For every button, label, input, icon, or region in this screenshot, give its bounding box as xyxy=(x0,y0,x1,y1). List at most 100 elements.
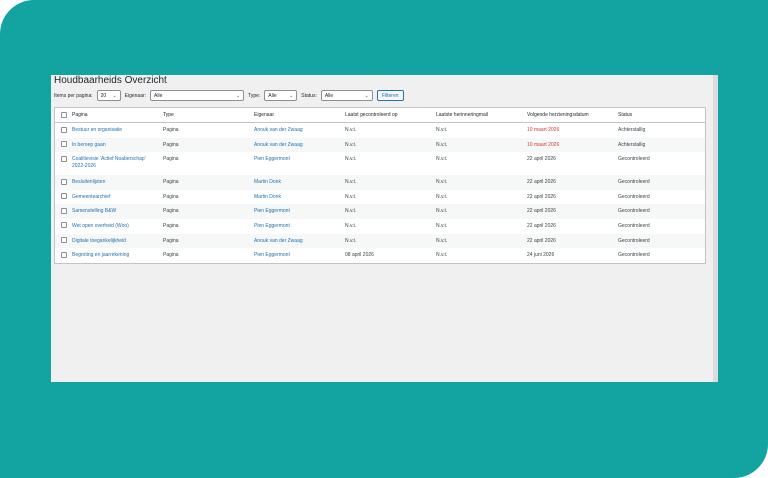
last-mail-cell: N.v.t. xyxy=(436,252,448,259)
status-select[interactable]: Alle ⌄ xyxy=(320,90,373,101)
next-review-cell: 22 april 2026 xyxy=(527,193,556,200)
last-checked-cell: N.v.t. xyxy=(345,179,357,186)
next-review-cell: 22 april 2026 xyxy=(527,222,556,229)
table-row: Samenstelling B&W Pagina Pien Eggermont … xyxy=(55,204,705,219)
owner-link[interactable]: Martin Donk xyxy=(254,193,281,200)
owner-select[interactable]: Alle ⌄ xyxy=(150,90,245,101)
column-header-type[interactable]: Type xyxy=(163,111,174,118)
owner-value: Alle xyxy=(154,92,163,99)
page-link[interactable]: Coalitievisie 'Actief Noaberschap' 2022-… xyxy=(72,156,146,170)
status-cell: Gecontroleerd xyxy=(618,193,650,200)
row-checkbox[interactable] xyxy=(60,222,67,229)
type-cell: Pagina xyxy=(163,156,179,163)
owner-link[interactable]: Pien Eggermont xyxy=(254,208,290,215)
next-review-cell: 22 april 2026 xyxy=(527,237,556,244)
last-mail-cell: N.v.t. xyxy=(436,222,448,229)
type-cell: Pagina xyxy=(163,222,179,229)
row-checkbox[interactable] xyxy=(60,126,67,133)
last-checked-cell: N.v.t. xyxy=(345,208,357,215)
last-checked-cell: N.v.t. xyxy=(345,127,357,133)
status-label: Status: xyxy=(301,92,317,99)
page-link[interactable]: Bestuur en organisatie xyxy=(72,127,123,133)
type-select[interactable]: Alle ⌄ xyxy=(264,90,298,101)
status-cell: Gecontroleerd xyxy=(618,252,650,259)
row-checkbox[interactable] xyxy=(60,193,67,200)
per-page-select[interactable]: 20 ⌄ xyxy=(96,90,121,101)
column-header-last-mail[interactable]: Laatste herinneringmail xyxy=(436,111,488,118)
last-mail-cell: N.v.t. xyxy=(436,141,448,148)
page-link[interactable]: In beroep gaan xyxy=(72,141,106,148)
type-cell: Pagina xyxy=(163,127,179,133)
last-checked-cell: 08 april 2026 xyxy=(345,252,374,259)
page-link[interactable]: Besluitenlijsten xyxy=(72,179,106,186)
select-all-checkbox[interactable] xyxy=(60,112,67,118)
chevron-down-icon: ⌄ xyxy=(364,92,369,99)
column-header-next-review[interactable]: Volgende herzieningsdatum xyxy=(527,111,589,118)
page-link[interactable]: Begroting en jaarrekening xyxy=(72,252,130,259)
owner-label: Eigenaar: xyxy=(124,92,147,99)
status-cell: Gecontroleerd xyxy=(618,156,650,163)
table-row: Coalitievisie 'Actief Noaberschap' 2022-… xyxy=(55,152,705,175)
status-value: Alle xyxy=(324,92,334,99)
panel-scroll-edge xyxy=(713,75,718,382)
owner-link[interactable]: Pien Eggermont xyxy=(254,156,290,163)
type-cell: Pagina xyxy=(163,141,179,148)
next-review-cell: 24 juni 2026 xyxy=(527,252,555,259)
owner-link[interactable]: Pien Eggermont xyxy=(254,252,290,259)
filter-bar: Items per pagina: 20 ⌄ Eigenaar: Alle ⌄ … xyxy=(54,89,404,102)
type-cell: Pagina xyxy=(163,208,179,215)
owner-link[interactable]: Anouk van der Zwaag xyxy=(254,141,303,148)
column-header-status[interactable]: Status xyxy=(618,111,633,118)
row-checkbox[interactable] xyxy=(60,207,67,214)
table-row: Besluitenlijsten Pagina Martin Donk N.v.… xyxy=(55,175,705,190)
column-header-last-checked[interactable]: Laatst gecontroleerd op xyxy=(345,111,398,118)
row-checkbox[interactable] xyxy=(60,141,67,148)
table-row: In beroep gaan Pagina Anouk van der Zwaa… xyxy=(55,137,705,153)
owner-link[interactable]: Pien Eggermont xyxy=(254,222,290,229)
type-label: Type: xyxy=(248,92,261,99)
last-mail-cell: N.v.t. xyxy=(436,156,448,163)
row-checkbox[interactable] xyxy=(60,237,67,244)
last-mail-cell: N.v.t. xyxy=(436,179,448,186)
status-cell: Gecontroleerd xyxy=(618,222,650,229)
last-checked-cell: N.v.t. xyxy=(345,237,357,244)
row-checkbox[interactable] xyxy=(60,251,67,258)
owner-link[interactable]: Anouk van der Zwaag xyxy=(254,127,303,133)
type-cell: Pagina xyxy=(163,179,179,186)
next-review-cell: 22 april 2026 xyxy=(527,179,556,186)
column-header-owner[interactable]: Eigenaar xyxy=(254,111,275,118)
page-link[interactable]: Gemeentearchief xyxy=(72,193,111,200)
filter-button[interactable]: Filteren xyxy=(376,90,404,101)
table-row: Bestuur en organisatie Pagina Anouk van … xyxy=(55,123,705,138)
status-cell: Achterstallig xyxy=(618,127,646,133)
type-cell: Pagina xyxy=(163,252,179,259)
last-checked-cell: N.v.t. xyxy=(345,193,357,200)
overview-table: Pagina Type Eigenaar Laatst gecontroleer… xyxy=(54,107,706,264)
table-row: Digitale toegankelijkheid Pagina Anouk v… xyxy=(55,233,705,249)
admin-panel: Houdbaarheids Overzicht Items per pagina… xyxy=(51,75,713,382)
last-checked-cell: N.v.t. xyxy=(345,156,357,163)
next-review-cell: 10 maart 2026 xyxy=(527,127,560,133)
status-cell: Gecontroleerd xyxy=(618,208,650,215)
next-review-cell: 10 maart 2026 xyxy=(527,141,560,148)
owner-link[interactable]: Martin Donk xyxy=(254,179,281,186)
last-mail-cell: N.v.t. xyxy=(436,193,448,200)
table-row: Wet open overheid (Woo) Pagina Pien Egge… xyxy=(55,219,705,234)
chevron-down-icon: ⌄ xyxy=(235,92,241,99)
next-review-cell: 22 april 2026 xyxy=(527,156,556,163)
chevron-down-icon: ⌄ xyxy=(112,92,117,99)
last-mail-cell: N.v.t. xyxy=(436,237,448,244)
table-row: Begroting en jaarrekening Pagina Pien Eg… xyxy=(55,248,705,263)
page-link[interactable]: Wet open overheid (Woo) xyxy=(72,222,129,229)
row-checkbox[interactable] xyxy=(60,155,67,162)
last-checked-cell: N.v.t. xyxy=(345,141,357,148)
table-row: Gemeentearchief Pagina Martin Donk N.v.t… xyxy=(55,190,705,205)
per-page-value: 20 xyxy=(100,92,107,99)
page-link[interactable]: Samenstelling B&W xyxy=(72,208,117,215)
page-title: Houdbaarheids Overzicht xyxy=(54,75,167,86)
column-header-page[interactable]: Pagina xyxy=(72,111,88,118)
row-checkbox[interactable] xyxy=(60,178,67,185)
page-link[interactable]: Digitale toegankelijkheid xyxy=(72,237,126,244)
owner-link[interactable]: Anouk van der Zwaag xyxy=(254,237,303,244)
last-mail-cell: N.v.t. xyxy=(436,208,448,215)
